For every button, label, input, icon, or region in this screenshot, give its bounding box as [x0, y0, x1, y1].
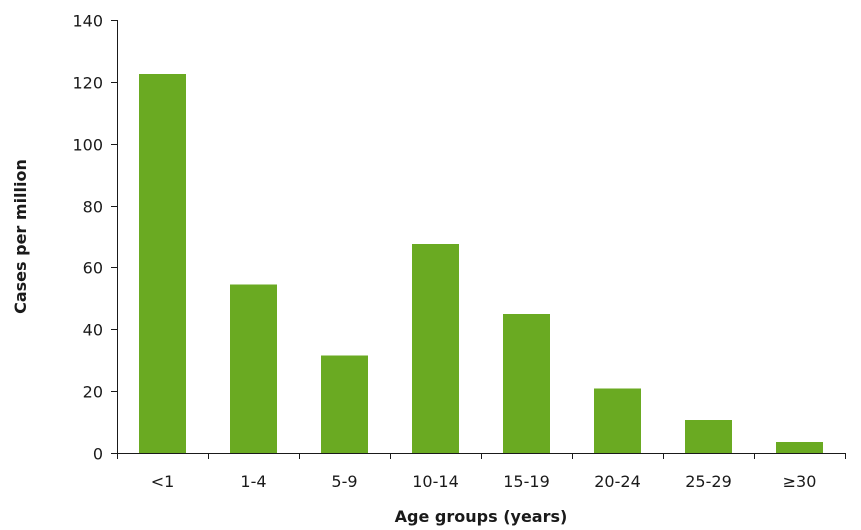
bar: [503, 313, 550, 453]
bar: [230, 284, 277, 453]
y-axis-ticks: 0 20 40 60 80 100 120 140: [72, 12, 117, 464]
y-tick-label: 40: [83, 321, 103, 340]
y-tick-label: 0: [93, 445, 103, 464]
y-tick-label: 60: [83, 259, 103, 278]
x-tick-label: ≥30: [783, 472, 817, 491]
y-tick-label: 120: [72, 74, 103, 93]
x-tick-label: <1: [151, 472, 175, 491]
y-tick-label: 100: [72, 136, 103, 155]
x-tick-label: 1-4: [240, 472, 266, 491]
y-tick-label: 80: [83, 198, 103, 217]
bars: [139, 74, 823, 453]
y-tick-label: 20: [83, 383, 103, 402]
x-tick-label: 10-14: [412, 472, 459, 491]
x-axis-ticks: <1 1-4 5-9 10-14 15-19 20-24 25-29 ≥30: [117, 453, 846, 491]
axes: [117, 20, 845, 454]
bar: [412, 244, 459, 453]
x-tick-label: 5-9: [331, 472, 357, 491]
x-tick-label: 25-29: [685, 472, 732, 491]
bar: [139, 74, 186, 453]
x-tick-label: 15-19: [503, 472, 550, 491]
bar: [776, 442, 823, 453]
y-tick-label: 140: [72, 12, 103, 31]
x-tick-label: 20-24: [594, 472, 641, 491]
bar: [321, 355, 368, 453]
x-axis-title: Age groups (years): [395, 507, 568, 526]
bar: [685, 420, 732, 453]
bar: [594, 388, 641, 453]
y-axis-title: Cases per million: [11, 159, 30, 314]
